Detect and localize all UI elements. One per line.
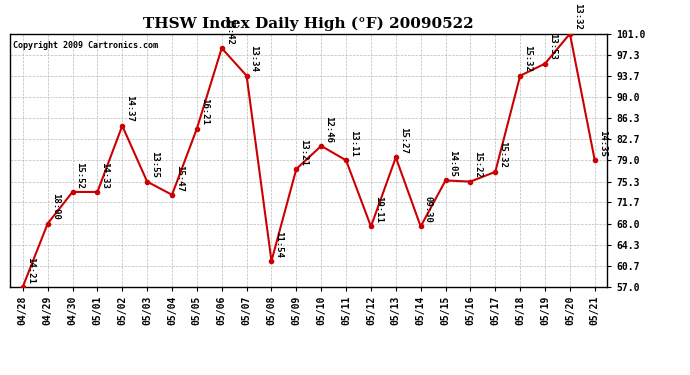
Text: 14:05: 14:05 xyxy=(448,150,457,177)
Text: 13:53: 13:53 xyxy=(548,33,557,60)
Text: 13:21: 13:21 xyxy=(299,139,308,165)
Text: 09:30: 09:30 xyxy=(424,196,433,223)
Text: 14:33: 14:33 xyxy=(100,162,110,189)
Text: 15:52: 15:52 xyxy=(75,162,84,189)
Text: 19:11: 19:11 xyxy=(374,196,383,223)
Text: 15:32: 15:32 xyxy=(498,141,507,168)
Text: Copyright 2009 Cartronics.com: Copyright 2009 Cartronics.com xyxy=(13,41,158,50)
Text: 16:21: 16:21 xyxy=(200,98,209,125)
Text: 13:55: 13:55 xyxy=(150,151,159,178)
Text: 14:37: 14:37 xyxy=(126,96,135,122)
Text: 13:42: 13:42 xyxy=(225,18,234,45)
Text: 15:27: 15:27 xyxy=(399,127,408,154)
Text: 15:32: 15:32 xyxy=(523,45,532,72)
Text: 14:21: 14:21 xyxy=(26,256,34,284)
Text: 18:00: 18:00 xyxy=(50,193,59,220)
Text: 13:11: 13:11 xyxy=(349,130,358,157)
Text: 12:46: 12:46 xyxy=(324,116,333,142)
Text: 13:32: 13:32 xyxy=(573,3,582,30)
Text: 13:34: 13:34 xyxy=(250,45,259,72)
Text: 15:22: 15:22 xyxy=(473,151,482,178)
Text: 11:54: 11:54 xyxy=(275,231,284,258)
Title: THSW Index Daily High (°F) 20090522: THSW Index Daily High (°F) 20090522 xyxy=(144,17,474,31)
Text: 14:35: 14:35 xyxy=(598,130,607,157)
Text: 15:47: 15:47 xyxy=(175,165,184,191)
